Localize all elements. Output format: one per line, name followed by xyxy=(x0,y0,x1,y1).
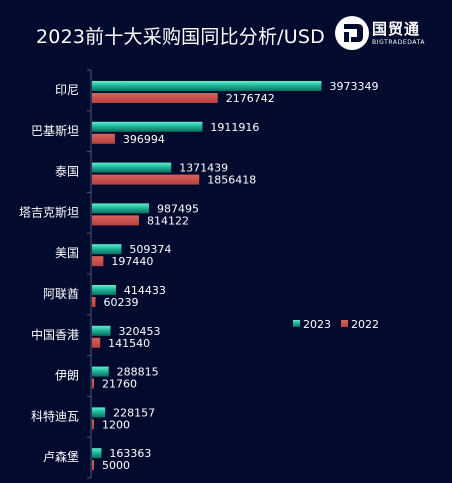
bar-2023 xyxy=(92,325,111,336)
legend-label: 2022 xyxy=(351,318,379,331)
legend: 2023 2022 xyxy=(293,318,379,331)
data-label: 320453 xyxy=(119,325,161,338)
bar-2023 xyxy=(92,203,150,214)
legend-label: 2023 xyxy=(303,318,331,331)
category-label: 巴基斯坦 xyxy=(31,124,79,138)
data-label: 197440 xyxy=(111,255,153,268)
data-label: 141540 xyxy=(108,337,150,350)
data-label: 414433 xyxy=(124,284,166,297)
data-label: 2176742 xyxy=(226,92,275,105)
data-label: 396994 xyxy=(123,133,165,146)
data-label: 21760 xyxy=(102,378,137,391)
data-label: 1856418 xyxy=(207,174,256,187)
legend-swatch-2022 xyxy=(341,320,348,327)
category-label: 阿联酋 xyxy=(43,286,79,301)
bar-2022 xyxy=(92,174,200,185)
bar-2022 xyxy=(92,215,140,226)
data-label: 1371439 xyxy=(179,162,228,175)
data-label: 509374 xyxy=(129,243,171,256)
bar-2023 xyxy=(92,81,322,91)
bar-2022 xyxy=(92,93,218,103)
chart-title: 2023前十大采购国同比分析/USD xyxy=(36,26,325,48)
category-label: 印尼 xyxy=(55,83,79,97)
data-label: 5000 xyxy=(102,459,130,472)
data-label: 1911916 xyxy=(210,121,259,134)
category-label: 卢森堡 xyxy=(43,449,79,464)
bar-2023 xyxy=(92,121,203,132)
data-label: 288815 xyxy=(117,366,159,379)
bar-2022 xyxy=(92,297,96,307)
category-label: 科特迪瓦 xyxy=(31,408,79,423)
brand-subtitle: BIGTRADEDATA xyxy=(372,39,426,46)
bar-2022 xyxy=(92,256,104,267)
data-label: 1200 xyxy=(102,418,130,431)
bar-2023 xyxy=(92,407,106,418)
bar-2023 xyxy=(92,162,172,173)
bar-2023 xyxy=(92,244,122,255)
brand-logo-icon xyxy=(335,16,369,50)
bar-2022 xyxy=(92,133,115,144)
bar-2022 xyxy=(92,378,94,389)
bar-2022 xyxy=(92,337,101,348)
bar-2023 xyxy=(92,285,116,295)
data-label: 163363 xyxy=(109,447,151,460)
data-label: 3973349 xyxy=(329,80,378,93)
data-label: 60239 xyxy=(103,296,138,309)
category-label: 塔吉克斯坦 xyxy=(19,205,79,219)
category-label: 泰国 xyxy=(55,165,79,179)
bar-2023 xyxy=(92,366,109,377)
category-label: 伊朗 xyxy=(55,369,79,383)
brand-name: 国贸通 xyxy=(372,20,421,38)
bar-2023 xyxy=(92,448,102,459)
data-label: 228157 xyxy=(113,406,155,419)
legend-swatch-2023 xyxy=(293,320,300,327)
category-label: 中国香港 xyxy=(31,327,79,342)
bar-2022 xyxy=(92,460,94,471)
data-label: 814122 xyxy=(147,214,189,227)
bar-2022 xyxy=(92,419,94,430)
category-label: 美国 xyxy=(55,246,79,260)
data-label: 987495 xyxy=(157,202,199,215)
brand-logo: 国贸通 BIGTRADEDATA xyxy=(334,14,444,54)
